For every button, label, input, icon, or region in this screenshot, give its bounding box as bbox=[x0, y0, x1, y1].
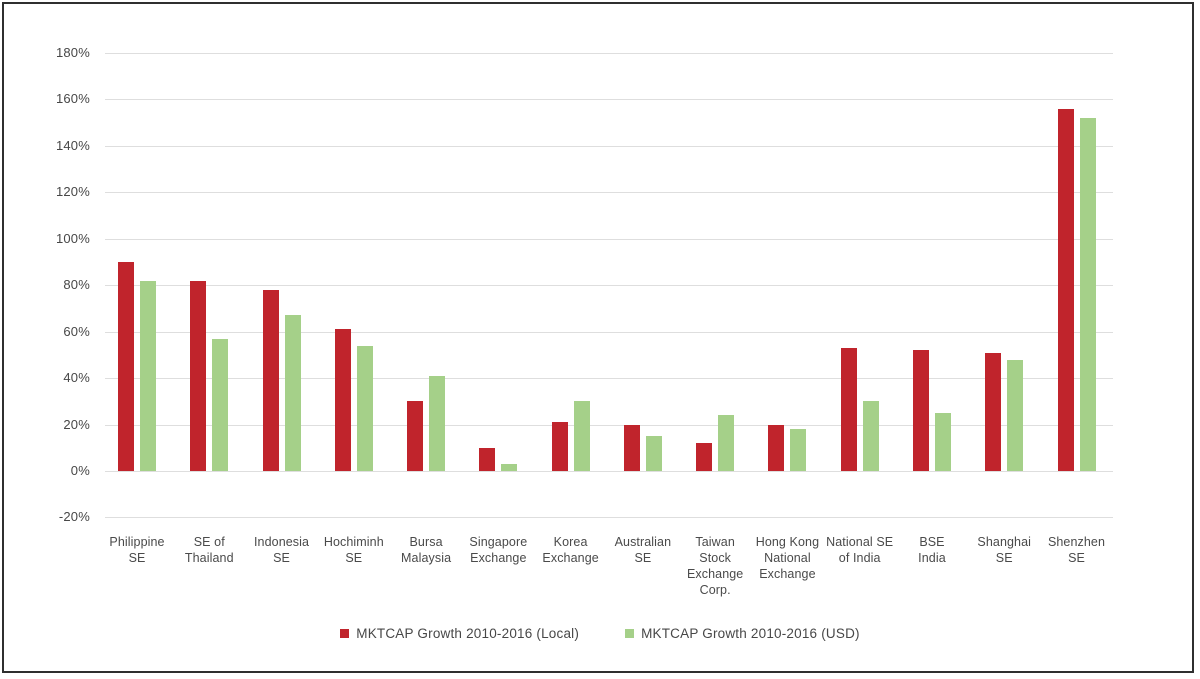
bar-local-10 bbox=[840, 347, 857, 471]
bar-local-12 bbox=[985, 352, 1002, 471]
bar-local-7 bbox=[623, 424, 640, 471]
gridline-60 bbox=[105, 331, 1113, 333]
bar-usd-2 bbox=[284, 315, 301, 471]
x-axis-category-label: Bursa Malaysia bbox=[401, 535, 452, 565]
gridline-160 bbox=[105, 99, 1113, 101]
gridline-100 bbox=[105, 238, 1113, 240]
y-axis-tick-label: 120% bbox=[55, 184, 90, 200]
bar-usd-0 bbox=[140, 280, 156, 471]
y-axis-tick-label: 100% bbox=[55, 230, 90, 246]
bar-usd-7 bbox=[645, 436, 662, 471]
x-axis-category-label: Philippine SE bbox=[109, 535, 165, 565]
bar-local-6 bbox=[551, 422, 568, 471]
y-axis-tick-label: 60% bbox=[63, 323, 90, 339]
bar-usd-12 bbox=[1007, 359, 1024, 471]
y-axis-tick-label: 20% bbox=[63, 416, 90, 432]
bar-local-5 bbox=[479, 447, 496, 471]
gridline--20 bbox=[105, 517, 1113, 519]
bar-usd-5 bbox=[501, 464, 518, 471]
legend-label-local: MKTCAP Growth 2010-2016 (Local) bbox=[356, 626, 580, 641]
bar-usd-13 bbox=[1079, 118, 1096, 471]
bar-usd-10 bbox=[862, 401, 879, 471]
legend-swatch-usd-icon bbox=[625, 629, 635, 638]
bar-local-3 bbox=[334, 329, 351, 471]
bar-usd-4 bbox=[429, 375, 446, 471]
bar-local-4 bbox=[407, 401, 424, 471]
y-axis-tick-label: 80% bbox=[63, 277, 90, 293]
bar-usd-6 bbox=[573, 401, 590, 471]
bar-local-1 bbox=[190, 280, 207, 471]
legend-item-local: MKTCAP Growth 2010-2016 (Local) bbox=[340, 626, 579, 641]
y-axis-tick-label: 140% bbox=[55, 137, 90, 153]
y-axis-tick-label: -20% bbox=[58, 509, 90, 525]
gridline-40 bbox=[105, 378, 1113, 380]
x-axis-category-label: Korea Exchange bbox=[542, 535, 599, 565]
x-axis-category-label: Shenzhen SE bbox=[1047, 535, 1106, 565]
x-axis-category-label: Australian SE bbox=[614, 535, 672, 565]
legend-item-usd: MKTCAP Growth 2010-2016 (USD) bbox=[625, 626, 860, 641]
x-axis-category-label: Hochiminh SE bbox=[323, 535, 384, 565]
y-axis-tick-label: 0% bbox=[70, 463, 90, 478]
gridline-140 bbox=[105, 145, 1113, 147]
gridline-20 bbox=[105, 424, 1113, 426]
gridline-180 bbox=[105, 53, 1113, 54]
bar-local-11 bbox=[912, 350, 929, 471]
bar-usd-11 bbox=[934, 412, 951, 471]
bar-usd-1 bbox=[212, 338, 229, 471]
gridline-120 bbox=[105, 192, 1113, 194]
x-axis-category-label: Hong Kong National Exchange bbox=[755, 535, 820, 581]
gridline-0 bbox=[105, 471, 1113, 472]
bar-local-8 bbox=[696, 443, 713, 471]
y-axis-tick-label: 180% bbox=[55, 45, 90, 60]
bar-local-13 bbox=[1057, 108, 1074, 471]
x-axis-category-label: SE of Thailand bbox=[184, 535, 234, 565]
x-axis-category-label: Shanghai SE bbox=[977, 535, 1032, 565]
bar-local-9 bbox=[768, 424, 785, 471]
x-axis-category-label: Taiwan Stock Exchange Corp. bbox=[686, 535, 744, 597]
y-axis-tick-label: 160% bbox=[55, 91, 90, 107]
x-axis-category-label: National SE of India bbox=[826, 535, 894, 565]
legend-swatch-local-icon bbox=[340, 629, 350, 638]
bar-local-0 bbox=[118, 262, 134, 471]
legend-label-usd: MKTCAP Growth 2010-2016 (USD) bbox=[641, 626, 860, 641]
bar-usd-3 bbox=[356, 345, 373, 471]
y-axis-tick-label: 40% bbox=[63, 370, 90, 386]
bar-usd-9 bbox=[790, 429, 807, 471]
bar-local-2 bbox=[262, 289, 279, 471]
bar-usd-8 bbox=[718, 415, 735, 471]
gridline-80 bbox=[105, 285, 1113, 287]
x-axis-category-label: Indonesia SE bbox=[253, 535, 310, 565]
chart-legend: MKTCAP Growth 2010-2016 (Local) MKTCAP G… bbox=[0, 626, 1200, 641]
x-axis-category-label: BSE India bbox=[918, 535, 946, 565]
x-axis-category-label: Singapore Exchange bbox=[469, 535, 528, 565]
